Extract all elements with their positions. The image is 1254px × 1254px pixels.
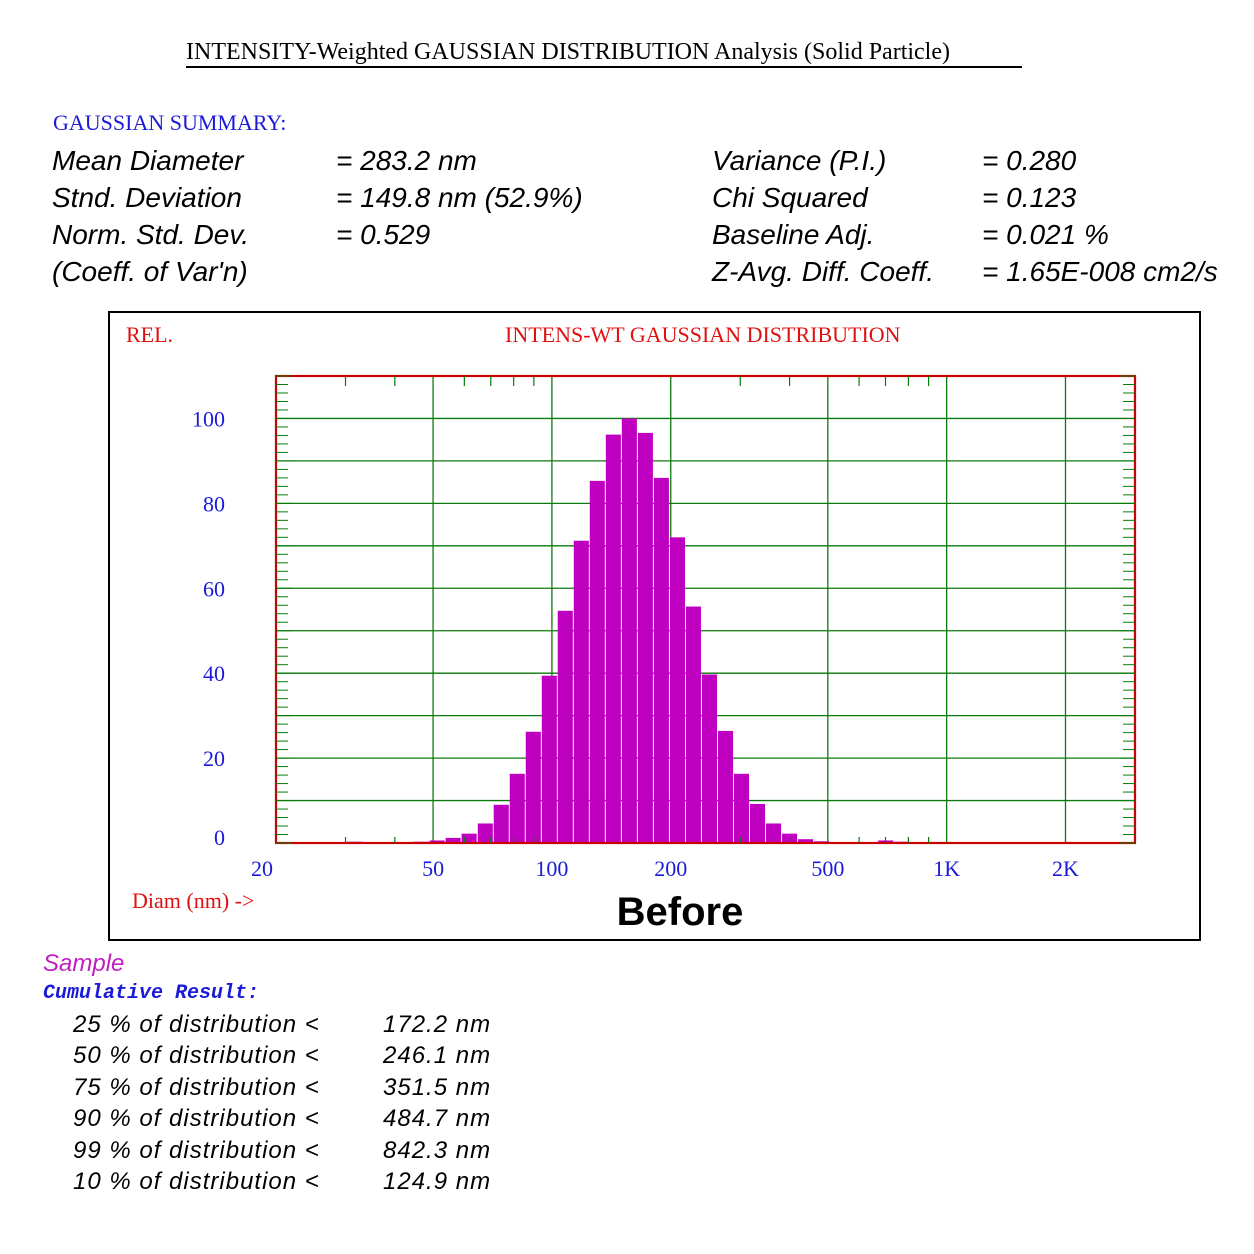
cumulative-row-value: 124.9 nm: [383, 1168, 492, 1195]
histogram-bar: [669, 537, 685, 843]
before-annotation: Before: [616, 890, 744, 934]
mean-diameter-label: Mean Diameter: [52, 145, 244, 176]
baseline-adj-label: Baseline Adj.: [712, 219, 875, 250]
x-tick-label: 2K: [1052, 856, 1079, 881]
histogram-bar: [621, 418, 637, 843]
histogram-bar: [477, 823, 493, 843]
histogram-bar: [429, 840, 445, 843]
y-tick-label: 60: [203, 576, 225, 601]
cumulative-row-value: 484.7 nm: [383, 1105, 492, 1132]
x-axis-label: Diam (nm) ->: [132, 888, 255, 913]
sample-label: Sample: [43, 950, 125, 977]
x-tick-label: 20: [251, 856, 273, 881]
x-tick-label: 50: [422, 856, 444, 881]
gaussian-summary-header: GAUSSIAN SUMMARY:: [53, 110, 287, 135]
norm-std-dev-label: Norm. Std. Dev.: [52, 219, 250, 250]
y-tick-label: 40: [203, 661, 225, 686]
z-avg-diff-coeff-value: = 1.65E-008 cm2/s: [982, 256, 1218, 287]
histogram-bar: [589, 480, 605, 843]
histogram-bar: [573, 540, 589, 843]
histogram-bar: [557, 610, 573, 843]
cumulative-result-header: Cumulative Result:: [43, 982, 260, 1005]
variance-label: Variance (P.I.): [712, 145, 887, 176]
histogram-bar: [461, 833, 477, 843]
histogram-bar: [509, 773, 525, 843]
chart-frame: [108, 311, 1201, 941]
histogram-bar: [653, 477, 669, 843]
histogram-bar: [445, 837, 461, 843]
cumulative-row-value: 246.1 nm: [383, 1042, 492, 1069]
cumulative-row-label: 99 % of distribution <: [73, 1137, 320, 1164]
histogram-bar: [798, 839, 814, 843]
x-tick-label: 500: [811, 856, 844, 881]
report-title: INTENSITY-Weighted GAUSSIAN DISTRIBUTION…: [186, 38, 1022, 68]
mean-diameter-value: = 283.2 nm: [336, 145, 477, 176]
norm-std-dev-value: = 0.529: [336, 219, 431, 250]
cumulative-row-value: 172.2 nm: [383, 1011, 492, 1038]
histogram-bar: [766, 823, 782, 843]
cumulative-row: 50 % of distribution < 246.1 nm: [73, 1042, 490, 1070]
cumulative-row-label: 25 % of distribution <: [73, 1011, 320, 1038]
plot-area-border: [274, 374, 1137, 845]
baseline-adj-value: = 0.021 %: [982, 219, 1109, 250]
histogram-bar: [717, 730, 734, 843]
chart-title: INTENS-WT GAUSSIAN DISTRIBUTION: [505, 322, 901, 347]
x-tick-label: 200: [654, 856, 687, 881]
histogram-bar: [493, 804, 509, 843]
histogram-bar: [637, 432, 653, 843]
cumulative-row: 75 % of distribution < 351.5 nm: [73, 1074, 490, 1102]
cumulative-row-label: 50 % of distribution <: [73, 1042, 320, 1069]
chi-squared-label: Chi Squared: [712, 182, 868, 213]
chi-squared-value: = 0.123: [982, 182, 1077, 213]
variance-value: = 0.280: [982, 145, 1077, 176]
cumulative-row: 10 % of distribution < 124.9 nm: [73, 1168, 490, 1196]
cumulative-row: 90 % of distribution < 484.7 nm: [73, 1105, 490, 1133]
y-axis-label: REL.: [126, 322, 174, 347]
cumulative-row-label: 10 % of distribution <: [73, 1168, 320, 1195]
histogram-bar: [605, 434, 621, 843]
y-tick-label: 80: [203, 491, 225, 516]
y-tick-label: 20: [203, 746, 225, 771]
x-tick-label: 100: [535, 856, 568, 881]
std-deviation-label: Stnd. Deviation: [52, 182, 242, 213]
histogram-bar: [541, 675, 557, 843]
cumulative-row: 25 % of distribution < 172.2 nm: [73, 1011, 490, 1039]
cumulative-row-value: 842.3 nm: [383, 1137, 492, 1164]
histogram-bar: [701, 674, 718, 843]
histogram-bar: [685, 606, 701, 843]
std-deviation-value: = 149.8 nm (52.9%): [336, 182, 583, 213]
cumulative-row-value: 351.5 nm: [383, 1074, 492, 1101]
cumulative-row-label: 90 % of distribution <: [73, 1105, 320, 1132]
y-tick-label: 0: [214, 825, 225, 850]
coeff-of-var-label: (Coeff. of Var'n): [52, 256, 248, 287]
cumulative-row-label: 75 % of distribution <: [73, 1074, 320, 1101]
y-tick-label: 100: [192, 406, 225, 431]
x-tick-label: 1K: [933, 856, 960, 881]
cumulative-row: 99 % of distribution < 842.3 nm: [73, 1137, 490, 1165]
z-avg-diff-coeff-label: Z-Avg. Diff. Coeff.: [712, 256, 934, 287]
histogram-bar: [749, 803, 766, 843]
histogram-bar: [733, 773, 750, 843]
histogram-bar: [525, 731, 541, 843]
